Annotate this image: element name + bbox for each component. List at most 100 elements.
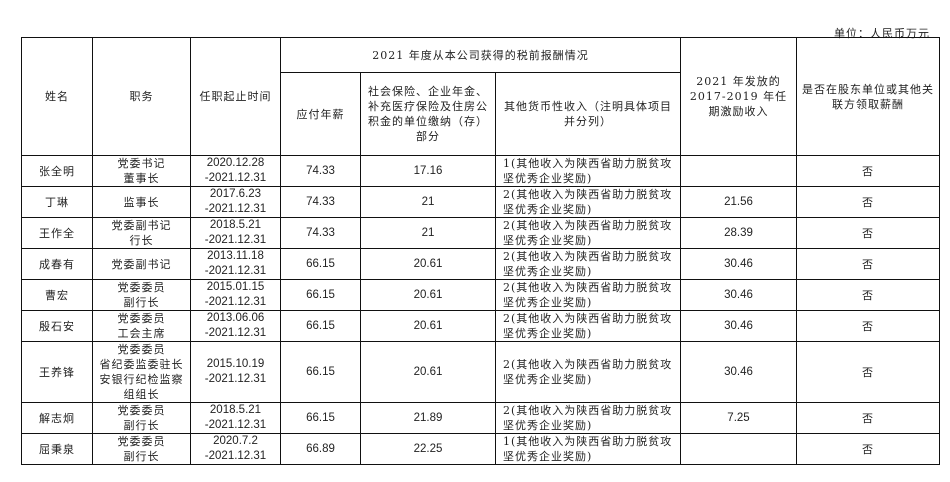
cell-position: 党委委员 副行长	[92, 402, 191, 434]
position-line: 党委副书记	[111, 257, 172, 271]
position-line: 省纪委监委驻长	[99, 358, 184, 371]
cell-position: 党委委员 副行长	[92, 433, 191, 465]
cell-related: 否	[796, 341, 940, 403]
cell-incentive: 30.46	[680, 279, 797, 311]
term-line: 2018.5.21	[209, 219, 262, 231]
table-row: 王作全 党委副书记 行长 2018.5.21 -2021.12.31 74.33 21 2(其…	[21, 217, 940, 249]
cell-salary: 66.89	[280, 433, 361, 465]
cell-incentive: 30.46	[680, 341, 797, 403]
cell-related: 否	[796, 186, 940, 218]
position-line: 行长	[129, 234, 154, 247]
position-line: 党委委员	[117, 312, 166, 325]
cell-term: 2017.6.23 -2021.12.31	[190, 186, 281, 218]
table-row: 殷石安 党委委员 工会主席 2013.06.06 -2021.12.31 66.15 20.…	[21, 310, 940, 342]
cell-incentive: 28.39	[680, 217, 797, 249]
cell-insurance: 20.61	[360, 341, 496, 403]
position-line: 党委委员	[117, 435, 166, 448]
term-line: 2015.01.15	[206, 281, 265, 293]
position-line: 党委委员	[117, 281, 166, 294]
cell-name: 张全明	[21, 155, 93, 187]
term-line: -2021.12.31	[204, 450, 267, 462]
position-line: 工会主席	[117, 327, 166, 340]
cell-insurance: 20.61	[360, 248, 496, 280]
header-position: 职务	[92, 37, 191, 156]
cell-salary: 74.33	[280, 217, 361, 249]
cell-position: 党委委员省纪委监委驻长 安银行纪检监察 组组长	[92, 341, 191, 403]
cell-incentive	[680, 155, 797, 187]
cell-other: 1(其他收入为陕西省助力脱贫攻坚优秀企业奖励)	[495, 155, 681, 187]
cell-incentive	[680, 433, 797, 465]
cell-position: 党委委员 工会主席	[92, 310, 191, 342]
cell-other: 2(其他收入为陕西省助力脱贫攻坚优秀企业奖励)	[495, 310, 681, 342]
cell-insurance: 20.61	[360, 279, 496, 311]
cell-name: 屈秉泉	[21, 433, 93, 465]
cell-name: 殷石安	[21, 310, 93, 342]
cell-name: 曹宏	[21, 279, 93, 311]
cell-name: 丁琳	[21, 186, 93, 218]
table-row: 屈秉泉 党委委员 副行长 2020.7.2 -2021.12.31 66.89 22.25 1…	[21, 433, 940, 465]
cell-salary: 74.33	[280, 155, 361, 187]
cell-position: 党委副书记 行长	[92, 217, 191, 249]
cell-term: 2015.10.19 -2021.12.31	[190, 341, 281, 403]
term-line: -2021.12.31	[204, 203, 267, 215]
cell-other: 2(其他收入为陕西省助力脱贫攻坚优秀企业奖励)	[495, 217, 681, 249]
header-group: 2021 年度从本公司获得的税前报酬情况	[280, 37, 681, 73]
term-line: 2013.06.06	[206, 312, 265, 324]
term-line: -2021.12.31	[204, 327, 267, 339]
position-line: 监事长	[123, 195, 160, 209]
cell-salary: 66.15	[280, 341, 361, 403]
cell-term: 2015.01.15 -2021.12.31	[190, 279, 281, 311]
cell-other: 2(其他收入为陕西省助力脱贫攻坚优秀企业奖励)	[495, 402, 681, 434]
cell-term: 2018.5.21 -2021.12.31	[190, 217, 281, 249]
position-line: 党委委员	[117, 343, 166, 356]
cell-insurance: 21	[360, 217, 496, 249]
cell-other: 2(其他收入为陕西省助力脱贫攻坚优秀企业奖励)	[495, 279, 681, 311]
table-row: 丁琳 监事长 2017.6.23 -2021.12.31 74.33 21 2(其他收入为陕…	[21, 186, 940, 218]
term-line: -2021.12.31	[204, 373, 267, 385]
cell-related: 否	[796, 310, 940, 342]
cell-name: 王作全	[21, 217, 93, 249]
cell-name: 王养锋	[21, 341, 93, 403]
term-line: -2021.12.31	[204, 234, 267, 246]
term-line: 2015.10.19	[206, 358, 265, 370]
header-insurance: 社会保险、企业年金、补充医疗保险及住房公积金的单位缴纳（存）部分	[360, 72, 496, 156]
position-line: 董事长	[123, 172, 160, 185]
table-row: 成春有 党委副书记 2013.11.18 -2021.12.31 66.15 20.61 2…	[21, 248, 940, 280]
header-name: 姓名	[21, 37, 93, 156]
term-line: 2020.7.2	[213, 435, 258, 447]
table-row: 解志炯 党委委员 副行长 2018.5.21 -2021.12.31 66.15 21.89…	[21, 402, 940, 434]
cell-position: 党委书记 董事长	[92, 155, 191, 187]
position-line: 副行长	[123, 419, 160, 432]
position-line: 安银行纪检监察	[99, 373, 184, 386]
cell-insurance: 21.89	[360, 402, 496, 434]
term-line: -2021.12.31	[204, 265, 267, 277]
cell-insurance: 20.61	[360, 310, 496, 342]
term-line: 2020.12.28	[206, 157, 265, 169]
cell-salary: 74.33	[280, 186, 361, 218]
term-line: 2013.11.18	[207, 250, 264, 262]
header-incentive: 2021 年发放的 2017-2019 年任期激励收入	[680, 37, 797, 156]
cell-name: 成春有	[21, 248, 93, 280]
table-row: 曹宏 党委委员 副行长 2015.01.15 -2021.12.31 66.15 20.61…	[21, 279, 940, 311]
cell-related: 否	[796, 402, 940, 434]
cell-incentive: 30.46	[680, 310, 797, 342]
cell-related: 否	[796, 279, 940, 311]
position-line: 党委委员	[117, 404, 166, 417]
header-related: 是否在股东单位或其他关联方领取薪酬	[796, 37, 940, 156]
position-line: 组组长	[123, 388, 160, 401]
cell-term: 2020.7.2 -2021.12.31	[190, 433, 281, 465]
cell-related: 否	[796, 155, 940, 187]
cell-position: 监事长	[92, 186, 191, 218]
header-term: 任职起止时间	[190, 37, 281, 156]
cell-name: 解志炯	[21, 402, 93, 434]
header-salary: 应付年薪	[280, 72, 361, 156]
cell-incentive: 30.46	[680, 248, 797, 280]
cell-incentive: 7.25	[680, 402, 797, 434]
table-row: 张全明 党委书记 董事长 2020.12.28 -2021.12.31 74.33 17.1…	[21, 155, 940, 187]
cell-incentive: 21.56	[680, 186, 797, 218]
cell-term: 2020.12.28 -2021.12.31	[190, 155, 281, 187]
cell-position: 党委委员 副行长	[92, 279, 191, 311]
cell-salary: 66.15	[280, 402, 361, 434]
header-other: 其他货币性收入（注明具体项目并分列）	[495, 72, 681, 156]
cell-insurance: 21	[360, 186, 496, 218]
